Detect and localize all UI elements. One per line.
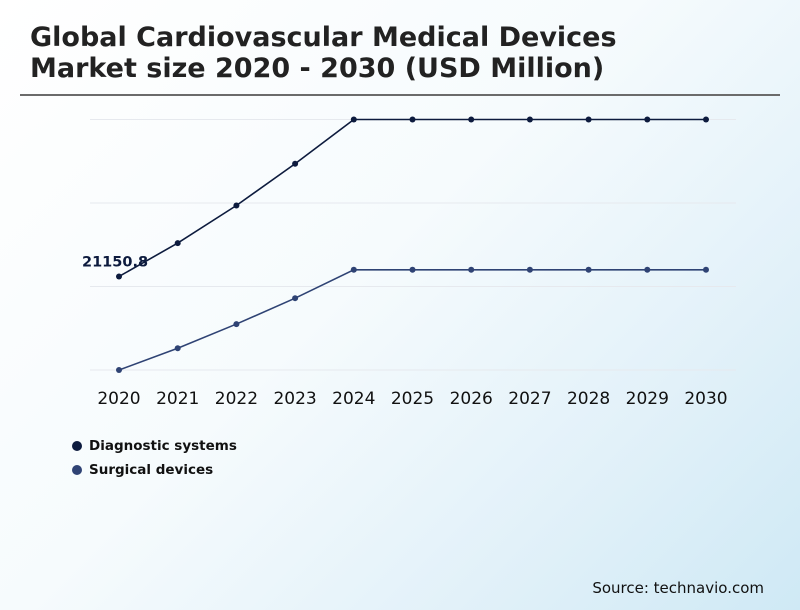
x-tick-label-10: 2030 — [684, 389, 727, 409]
series-1-point-2 — [233, 321, 240, 328]
legend-label-0: Diagnostic systems — [89, 438, 237, 454]
series-0-point-4 — [350, 116, 357, 123]
legend-item-0: Diagnostic systems — [72, 434, 237, 458]
series-0-point-10 — [703, 116, 709, 123]
x-tick-label-2: 2022 — [215, 389, 258, 409]
series-0-point-0 — [116, 273, 122, 280]
series-1-point-1 — [174, 345, 181, 352]
chart-title-line-1: Global Cardiovascular Medical Devices — [30, 22, 617, 53]
series-0-point-1 — [174, 240, 181, 247]
series-line-1 — [118, 268, 706, 371]
legend-marker-0 — [72, 441, 82, 451]
x-tick-label-3: 2023 — [273, 389, 316, 409]
series-0-point-7 — [526, 116, 533, 123]
legend-label-1: Surgical devices — [89, 462, 214, 478]
x-tick-label-0: 2020 — [97, 389, 140, 409]
title-divider — [20, 94, 780, 96]
series-1-point-0 — [116, 367, 122, 373]
legend-item-1: Surgical devices — [72, 458, 237, 482]
series-1-point-8 — [585, 266, 592, 273]
chart-legend: Diagnostic systems Surgical devices — [72, 434, 237, 482]
series-1-point-9 — [644, 266, 651, 273]
series-1-point-10 — [703, 266, 709, 273]
x-tick-label-4: 2024 — [332, 389, 375, 409]
series-1-point-5 — [409, 266, 416, 273]
data-label-0: 21150.8 — [82, 254, 148, 270]
x-tick-label-7: 2027 — [508, 389, 551, 409]
series-1-point-6 — [468, 266, 475, 273]
series-0-point-2 — [233, 202, 240, 209]
series-0-point-3 — [292, 160, 299, 167]
series-line-0 — [118, 118, 706, 278]
series-0-point-9 — [644, 116, 651, 123]
x-tick-label-5: 2025 — [391, 389, 434, 409]
series-1-point-3 — [292, 295, 299, 302]
series-1-point-7 — [526, 266, 533, 273]
chart-title: Global Cardiovascular Medical Devices Ma… — [30, 22, 730, 84]
series-0-point-6 — [468, 116, 475, 123]
chart-title-line-2: Market size 2020 - 2030 (USD Million) — [30, 53, 605, 84]
source-credit: Source: technavio.com — [592, 579, 764, 597]
x-tick-label-9: 2029 — [626, 389, 669, 409]
series-1-point-4 — [350, 266, 357, 273]
series-0-point-8 — [585, 116, 592, 123]
series-0-point-5 — [409, 116, 416, 123]
legend-marker-1 — [72, 465, 82, 475]
x-tick-label-6: 2026 — [450, 389, 493, 409]
x-tick-label-8: 2028 — [567, 389, 610, 409]
x-tick-label-1: 2021 — [156, 389, 199, 409]
